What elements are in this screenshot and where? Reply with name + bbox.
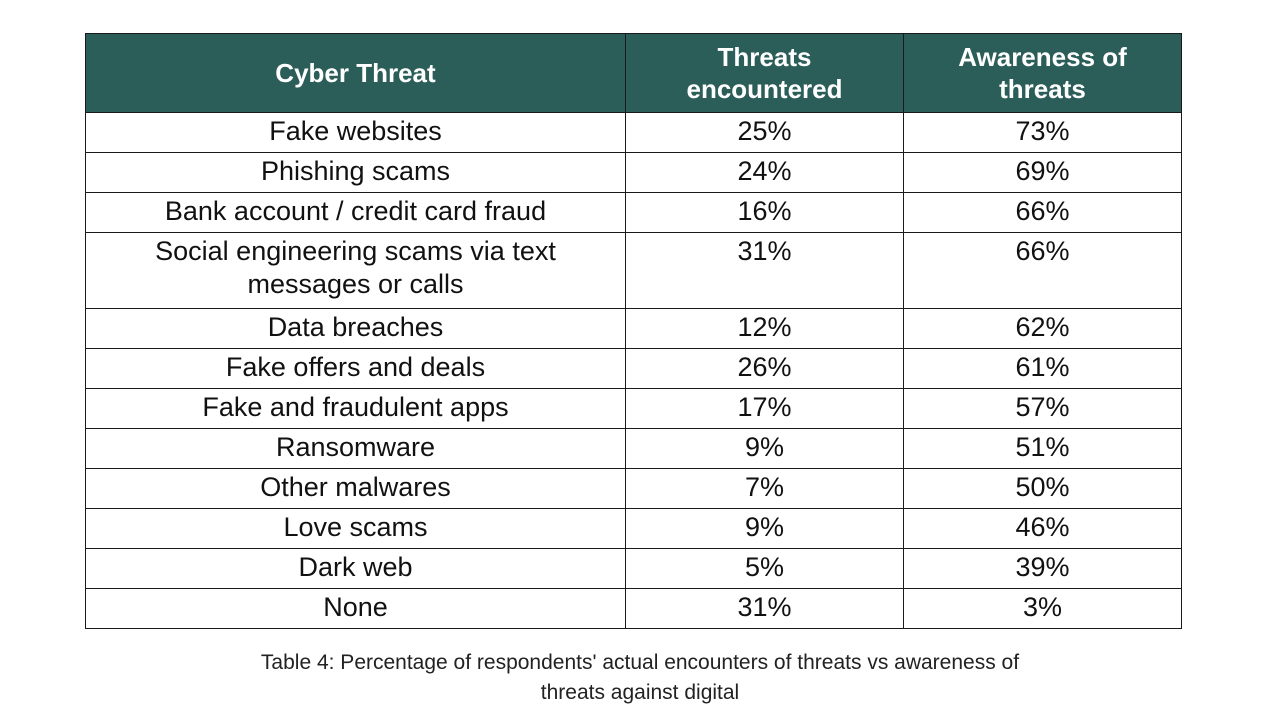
awareness-cell: 46%	[903, 508, 1182, 549]
threat-cell: Data breaches	[85, 308, 626, 349]
threat-cell: Bank account / credit card fraud	[85, 192, 626, 233]
table-row: Ransomware 9% 51%	[85, 428, 1182, 469]
threat-cell: Social engineering scams via text messag…	[85, 232, 626, 309]
awareness-cell: 62%	[903, 308, 1182, 349]
caption-line2: threats against digital	[540, 681, 740, 704]
table-row: Love scams 9% 46%	[85, 508, 1182, 549]
encountered-cell: 31%	[625, 232, 904, 309]
encountered-cell: 26%	[625, 348, 904, 389]
table-row: Fake websites 25% 73%	[85, 112, 1182, 153]
encountered-cell: 17%	[625, 388, 904, 429]
awareness-cell: 3%	[903, 588, 1182, 629]
encountered-cell: 25%	[625, 112, 904, 153]
table-row: Data breaches 12% 62%	[85, 308, 1182, 349]
awareness-cell: 57%	[903, 388, 1182, 429]
threat-cell: Fake offers and deals	[85, 348, 626, 389]
awareness-cell: 66%	[903, 192, 1182, 233]
threat-cell: None	[85, 588, 626, 629]
caption-line1: Table 4: Percentage of respondents' actu…	[260, 651, 1020, 674]
threat-cell: Phishing scams	[85, 152, 626, 193]
encountered-cell: 9%	[625, 508, 904, 549]
table-caption: Table 4: Percentage of respondents' actu…	[0, 648, 1280, 708]
encountered-cell: 5%	[625, 548, 904, 589]
awareness-cell: 61%	[903, 348, 1182, 389]
table-row: None 31% 3%	[85, 588, 1182, 629]
threat-cell-line2: messages or calls	[247, 269, 464, 299]
threat-cell: Fake and fraudulent apps	[85, 388, 626, 429]
encountered-cell: 31%	[625, 588, 904, 629]
threat-cell-line1: Social engineering scams via text	[155, 236, 556, 266]
awareness-cell: 39%	[903, 548, 1182, 589]
awareness-cell: 50%	[903, 468, 1182, 509]
threat-cell: Love scams	[85, 508, 626, 549]
awareness-cell: 66%	[903, 232, 1182, 309]
header-awareness-of-threats: Awareness of threats	[903, 33, 1182, 113]
table-header-row: Cyber Threat Threats encountered Awarene…	[85, 33, 1182, 113]
table-row: Phishing scams 24% 69%	[85, 152, 1182, 193]
encountered-cell: 24%	[625, 152, 904, 193]
awareness-cell: 69%	[903, 152, 1182, 193]
table-row: Fake and fraudulent apps 17% 57%	[85, 388, 1182, 429]
threat-cell: Ransomware	[85, 428, 626, 469]
threats-table: Cyber Threat Threats encountered Awarene…	[85, 33, 1182, 629]
threat-cell: Other malwares	[85, 468, 626, 509]
header-awareness-line2: threats	[999, 74, 1086, 104]
encountered-cell: 16%	[625, 192, 904, 233]
threat-cell: Fake websites	[85, 112, 626, 153]
header-threats-encountered-line2: encountered	[686, 74, 843, 104]
encountered-cell: 12%	[625, 308, 904, 349]
awareness-cell: 51%	[903, 428, 1182, 469]
encountered-cell: 9%	[625, 428, 904, 469]
encountered-cell: 7%	[625, 468, 904, 509]
table-row: Other malwares 7% 50%	[85, 468, 1182, 509]
header-cyber-threat: Cyber Threat	[85, 33, 626, 113]
table-row: Dark web 5% 39%	[85, 548, 1182, 589]
table-row: Fake offers and deals 26% 61%	[85, 348, 1182, 389]
header-awareness-line1: Awareness of	[958, 42, 1127, 72]
table-row: Bank account / credit card fraud 16% 66%	[85, 192, 1182, 233]
table-row: Social engineering scams via text messag…	[85, 232, 1182, 309]
header-cyber-threat-label: Cyber Threat	[275, 58, 436, 88]
header-threats-encountered: Threats encountered	[625, 33, 904, 113]
awareness-cell: 73%	[903, 112, 1182, 153]
header-threats-encountered-line1: Threats	[717, 42, 812, 72]
threat-cell: Dark web	[85, 548, 626, 589]
